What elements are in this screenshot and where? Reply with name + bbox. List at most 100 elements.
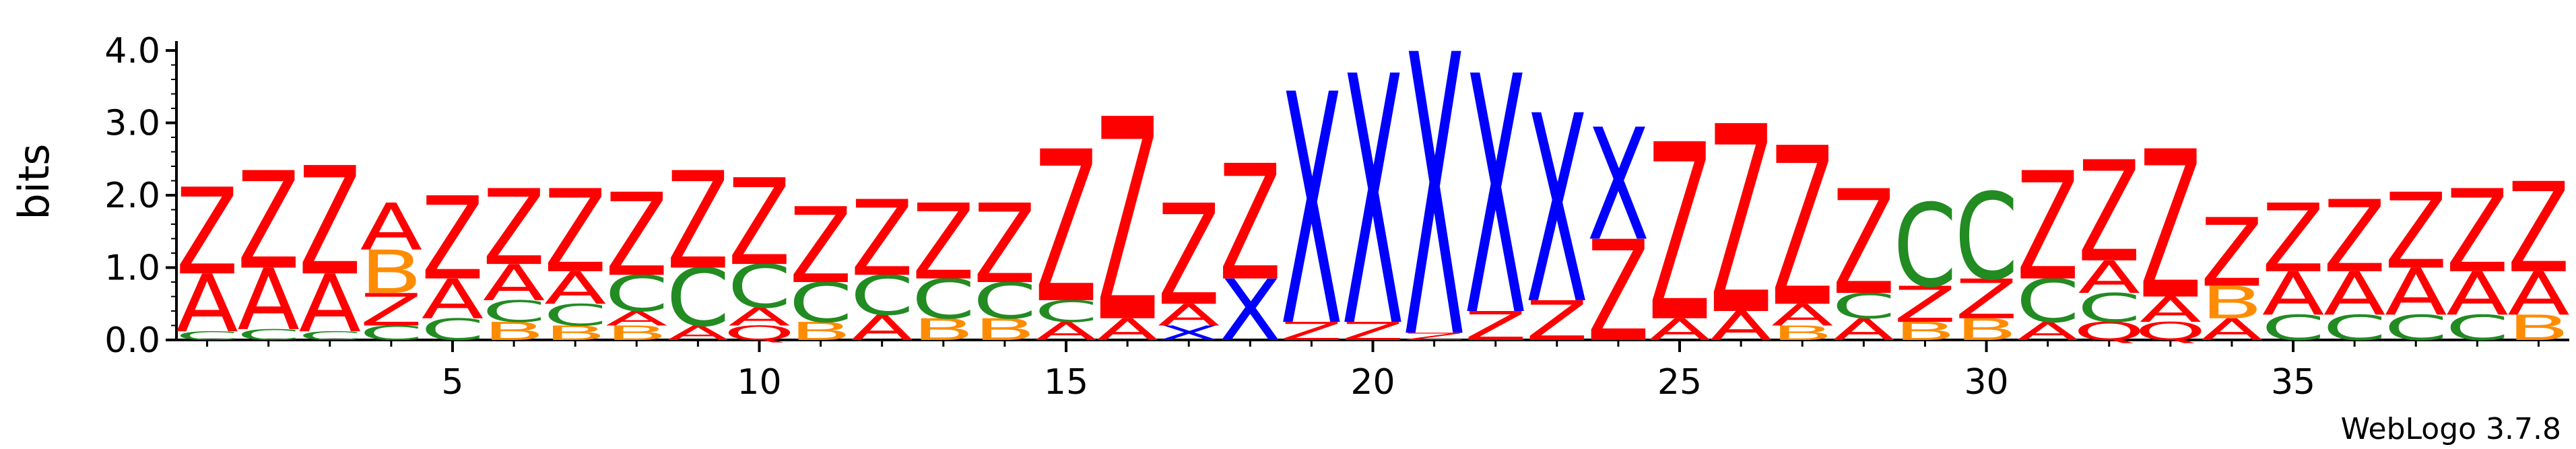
logo-glyph-c: C — [2445, 308, 2509, 349]
logo-glyph-a: A — [2078, 252, 2140, 304]
logo-column-25: AZ — [1649, 94, 1711, 376]
logo-glyph-c: C — [666, 252, 729, 344]
logo-glyph-c: C — [727, 252, 791, 322]
logo-glyph-z: Z — [789, 186, 852, 307]
logo-glyph-c: C — [2016, 267, 2079, 336]
logo-glyph-b: B — [912, 312, 975, 347]
logo-glyph-z: Z — [1342, 317, 1404, 346]
logo-glyph-c: C — [175, 329, 238, 343]
logo-column-19: ZX — [1280, 27, 1343, 396]
logo-glyph-a: A — [2016, 317, 2079, 346]
logo-column-20: ZX — [1342, 5, 1404, 403]
logo-column-39: BAZ — [2507, 157, 2570, 349]
logo-glyph-a: A — [422, 269, 484, 332]
logo-column-18: XZ — [1219, 133, 1282, 360]
logo-glyph-a: A — [2446, 259, 2509, 329]
logo-column-3: CAZ — [298, 136, 362, 350]
logo-glyph-z: Z — [2016, 141, 2079, 314]
x-tick-label: 25 — [1657, 362, 1702, 403]
logo-glyph-z: Z — [2078, 132, 2140, 293]
logo-glyph-c: C — [2384, 308, 2447, 349]
logo-glyph-c: C — [298, 329, 362, 343]
logo-glyph-a: A — [298, 258, 361, 350]
logo-glyph-a: A — [605, 307, 668, 330]
logo-glyph-a: A — [1832, 312, 1895, 347]
logo-glyph-a: A — [2201, 312, 2264, 347]
logo-glyph-a: A — [2323, 259, 2386, 329]
logo-glyph-c: C — [482, 294, 546, 329]
logo-glyph-a: A — [360, 190, 423, 265]
logo-glyph-a: A — [851, 308, 913, 349]
logo-glyph-b: B — [973, 312, 1036, 347]
logo-glyph-z: Z — [1158, 176, 1220, 337]
logo-glyph-a: A — [1158, 298, 1220, 333]
logo-glyph-z: Z — [544, 166, 607, 299]
logo-glyph-c: C — [2078, 285, 2141, 331]
logo-column-1: CAZ — [175, 164, 238, 350]
logo-glyph-z: Z — [483, 168, 546, 289]
logo-glyph-c: C — [543, 298, 607, 333]
logo-glyph-c: C — [973, 272, 1036, 330]
logo-glyph-c: C — [1034, 294, 1098, 329]
logo-glyph-c: C — [912, 269, 975, 332]
logo-column-14: BCZ — [973, 181, 1036, 347]
logo-glyph-x: X — [1158, 322, 1220, 345]
logo-glyph-z: Z — [422, 174, 484, 306]
logo-glyph-a: A — [237, 251, 300, 349]
logo-glyph-z: Z — [298, 136, 361, 309]
logo-glyph-z: Z — [2446, 166, 2509, 299]
logo-glyph-z: Z — [2323, 180, 2386, 295]
logo-glyph-a: A — [2262, 259, 2325, 329]
logo-column-38: CAZ — [2445, 166, 2509, 349]
logo-glyph-q: Q — [2073, 317, 2144, 346]
logo-glyph-x: X — [1280, 27, 1343, 396]
y-axis-label: bits — [9, 143, 59, 219]
logo-glyph-b: B — [544, 322, 607, 345]
logo-glyph-c: C — [421, 312, 484, 347]
logo-glyph-z: Z — [912, 182, 975, 304]
logo-glyph-z: Z — [2201, 199, 2264, 308]
logo-glyph-z: Z — [1035, 108, 1098, 350]
y-tick-label: 2.0 — [104, 176, 160, 216]
axes: 0.0 1.0 2.0 3.0 4.0 5 10 15 20 25 30 35 — [104, 31, 2569, 403]
logo-glyph-b: B — [1955, 312, 2018, 347]
logo-glyph-c: C — [1954, 169, 2018, 308]
logo-column-9: ACZ — [666, 144, 729, 345]
logo-glyph-z: Z — [1096, 61, 1159, 384]
logo-glyph-a: A — [544, 263, 607, 314]
logo-glyph-a: A — [483, 254, 546, 312]
logo-glyph-b: B — [1771, 322, 1834, 345]
logo-column-35: CAZ — [2261, 184, 2325, 349]
logo-column-12: ACZ — [850, 179, 913, 349]
logo-column-34: ABZ — [2201, 199, 2264, 347]
logo-column-29: BZC — [1893, 181, 1956, 346]
logo-glyph-z: Z — [2507, 157, 2570, 301]
y-tick-label: 0.0 — [104, 320, 160, 361]
logo-glyph-b: B — [483, 317, 546, 346]
logo-column-2: CAZ — [236, 144, 300, 349]
logo-glyph-a: A — [728, 303, 791, 332]
logo-glyph-a: A — [176, 258, 238, 350]
logo-glyph-z: Z — [1280, 317, 1343, 346]
logo-glyph-c: C — [789, 272, 852, 335]
logo-glyph-z: Z — [1403, 331, 1465, 342]
logo-column-13: BCZ — [912, 182, 975, 347]
y-tick-label: 4.0 — [104, 31, 160, 71]
logo-glyph-z: Z — [1955, 269, 2018, 332]
logo-glyph-a: A — [1096, 312, 1159, 347]
logo-glyph-b: B — [2507, 308, 2570, 349]
logo-glyph-a: A — [1035, 317, 1098, 346]
logo-glyph-z: Z — [1894, 276, 1956, 334]
logo-glyph-c: C — [1832, 286, 1895, 326]
logo-glyph-z: Z — [2262, 184, 2325, 294]
logo-glyph-c: C — [850, 265, 913, 328]
x-tick-label: 10 — [737, 362, 781, 403]
logo-column-23: ZX — [1525, 61, 1588, 361]
logo-column-5: CAZ — [421, 174, 484, 347]
logo-glyph-z: Z — [2385, 172, 2447, 293]
logo-column-36: CAZ — [2323, 180, 2386, 348]
